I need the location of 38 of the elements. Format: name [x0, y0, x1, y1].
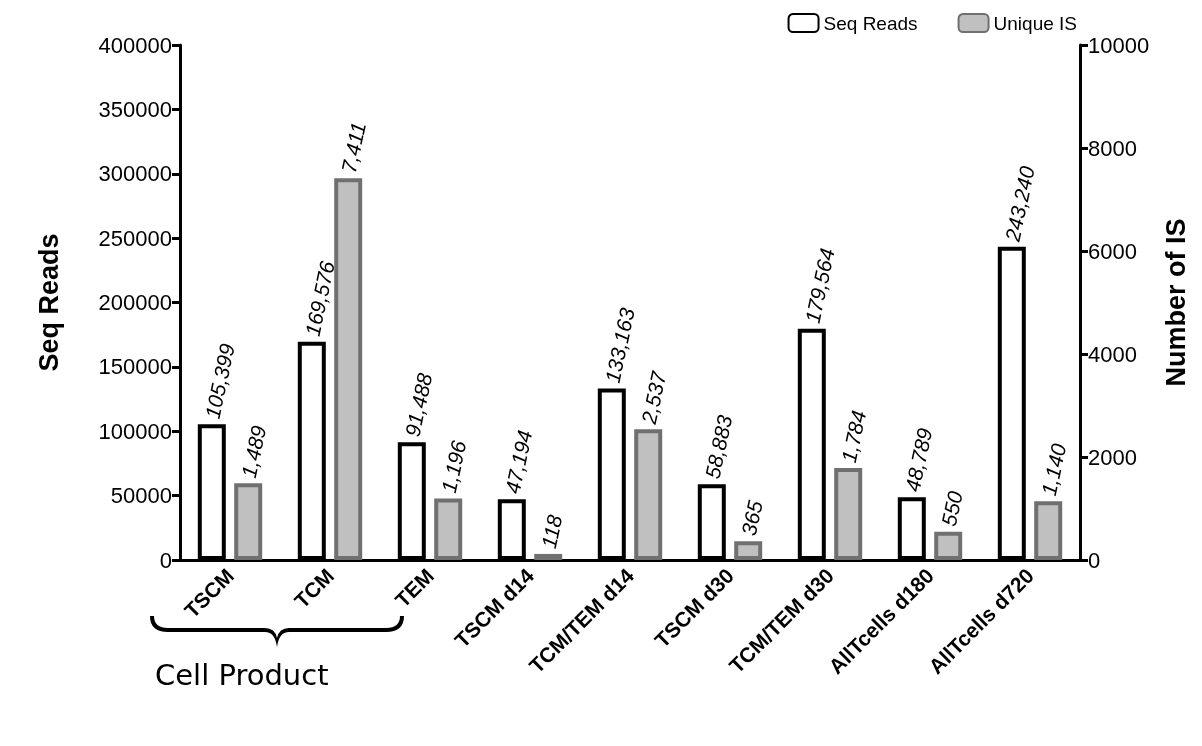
data-label: 179,564 [800, 246, 839, 326]
data-label: 48,789 [900, 425, 937, 494]
y2-tick-label: 0 [1088, 547, 1101, 573]
y2-axis-title: Number of IS [1160, 218, 1191, 387]
data-label: 169,576 [300, 258, 339, 339]
y-axis-title: Seq Reads [33, 233, 64, 372]
data-label: 2,537 [636, 368, 671, 427]
legend-label: Unique IS [993, 12, 1078, 34]
data-label: 7,411 [336, 120, 371, 175]
data-label: 105,399 [200, 341, 239, 421]
data-label: 133,163 [600, 305, 639, 385]
legend-label: Seq Reads [823, 12, 918, 34]
y-tick-label: 100000 [98, 418, 172, 444]
y-tick-label: 300000 [98, 161, 172, 187]
data-label: 1,784 [836, 408, 871, 465]
data-label: 1,489 [236, 423, 271, 480]
y-tick-label: 350000 [98, 96, 172, 122]
y2-tick-label: 8000 [1088, 135, 1137, 161]
y-tick-label: 0 [159, 547, 172, 573]
y-tick-label: 50000 [110, 483, 172, 509]
data-label: 1,196 [436, 438, 471, 495]
data-label: 91,488 [400, 370, 437, 439]
data-label: 550 [936, 488, 967, 529]
y-tick-label: 250000 [98, 225, 172, 251]
y-tick-label: 200000 [98, 290, 172, 315]
y-tick-label: 150000 [98, 354, 172, 380]
y2-tick-label: 10000 [1088, 32, 1150, 58]
y2-tick-label: 6000 [1088, 238, 1137, 264]
y2-tick-label: 2000 [1088, 444, 1137, 470]
data-label: 58,883 [700, 412, 737, 481]
data-label: 365 [736, 498, 767, 538]
data-label: 1,140 [1036, 441, 1071, 498]
y-tick-label: 400000 [98, 32, 172, 58]
y2-tick-label: 4000 [1088, 341, 1137, 367]
data-label: 118 [536, 512, 567, 551]
data-label: 47,194 [500, 428, 537, 496]
text: Cell Product [155, 657, 329, 692]
data-label: 243,240 [1000, 163, 1039, 245]
